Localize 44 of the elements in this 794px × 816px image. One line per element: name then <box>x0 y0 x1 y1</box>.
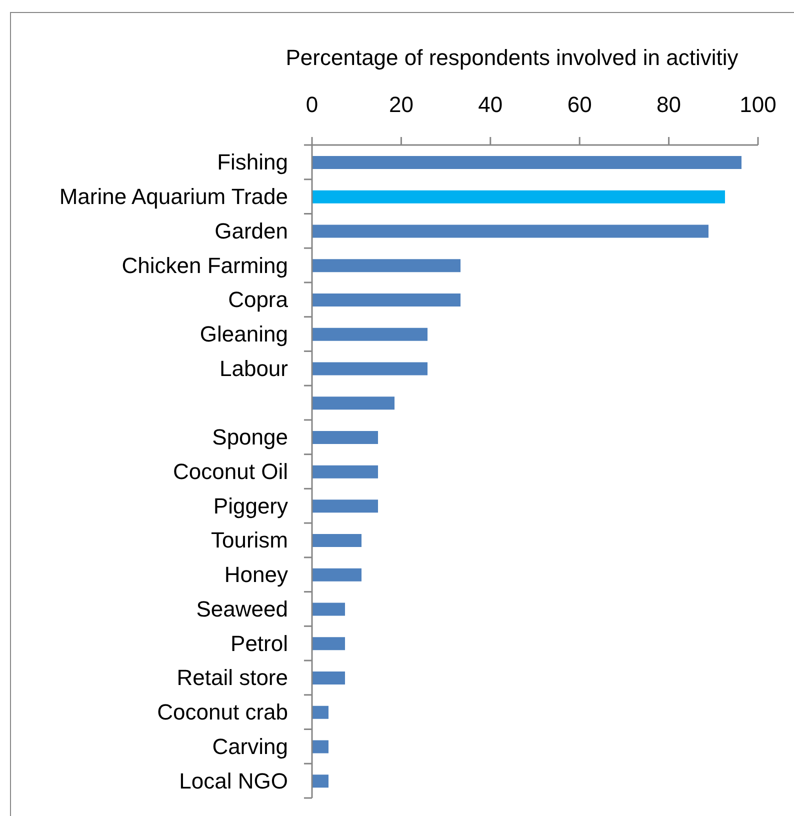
bar <box>312 740 328 754</box>
bar <box>312 774 328 788</box>
bar <box>312 396 395 410</box>
y-tick-label: Sponge <box>212 424 288 450</box>
y-tick-label: Chicken Farming <box>122 252 288 278</box>
bar <box>312 293 461 306</box>
y-tick-label: Coconut crab <box>157 700 288 725</box>
y-tick-label: Carving <box>212 734 288 759</box>
y-tick-label: Piggery <box>213 493 288 518</box>
y-tick-label: Gleaning <box>200 322 288 347</box>
x-tick-label: 40 <box>478 92 503 117</box>
x-axis-title: Percentage of respondents involved in activitiy <box>286 45 738 71</box>
y-tick-label: Petrol <box>230 630 288 656</box>
bar <box>312 190 725 204</box>
bar <box>312 259 461 272</box>
y-tick-label: Tourism <box>210 528 288 553</box>
y-tick-label: Coconut Oil <box>173 459 288 484</box>
y-tick-label: Marine Aquarium Trade <box>59 184 288 210</box>
y-tick-label: Garden <box>214 218 288 244</box>
x-tick-label: 80 <box>656 92 682 117</box>
bar <box>312 568 362 582</box>
bar <box>312 328 428 341</box>
x-tick-label: 0 <box>306 92 318 117</box>
bar <box>312 430 378 444</box>
y-tick-label: Local NGO <box>179 768 288 794</box>
bar <box>312 224 708 238</box>
bar <box>312 637 346 650</box>
bar <box>312 672 346 685</box>
bar <box>312 706 328 719</box>
y-tick-label: Seaweed <box>196 596 288 622</box>
x-tick-label: 100 <box>740 92 776 117</box>
y-tick-label: Honey <box>224 562 288 588</box>
x-tick-label: 60 <box>567 92 592 117</box>
x-tick-label: 20 <box>388 92 414 117</box>
y-tick-label: Copra <box>228 287 289 312</box>
bar <box>312 500 378 513</box>
y-tick-label: Labour <box>219 356 288 381</box>
bar <box>312 362 428 376</box>
bar <box>312 156 742 169</box>
y-tick-label: Fishing <box>217 150 288 175</box>
bar <box>312 602 346 616</box>
bar <box>312 465 378 478</box>
y-tick-label: Retail store <box>176 665 288 690</box>
bar <box>312 534 362 548</box>
